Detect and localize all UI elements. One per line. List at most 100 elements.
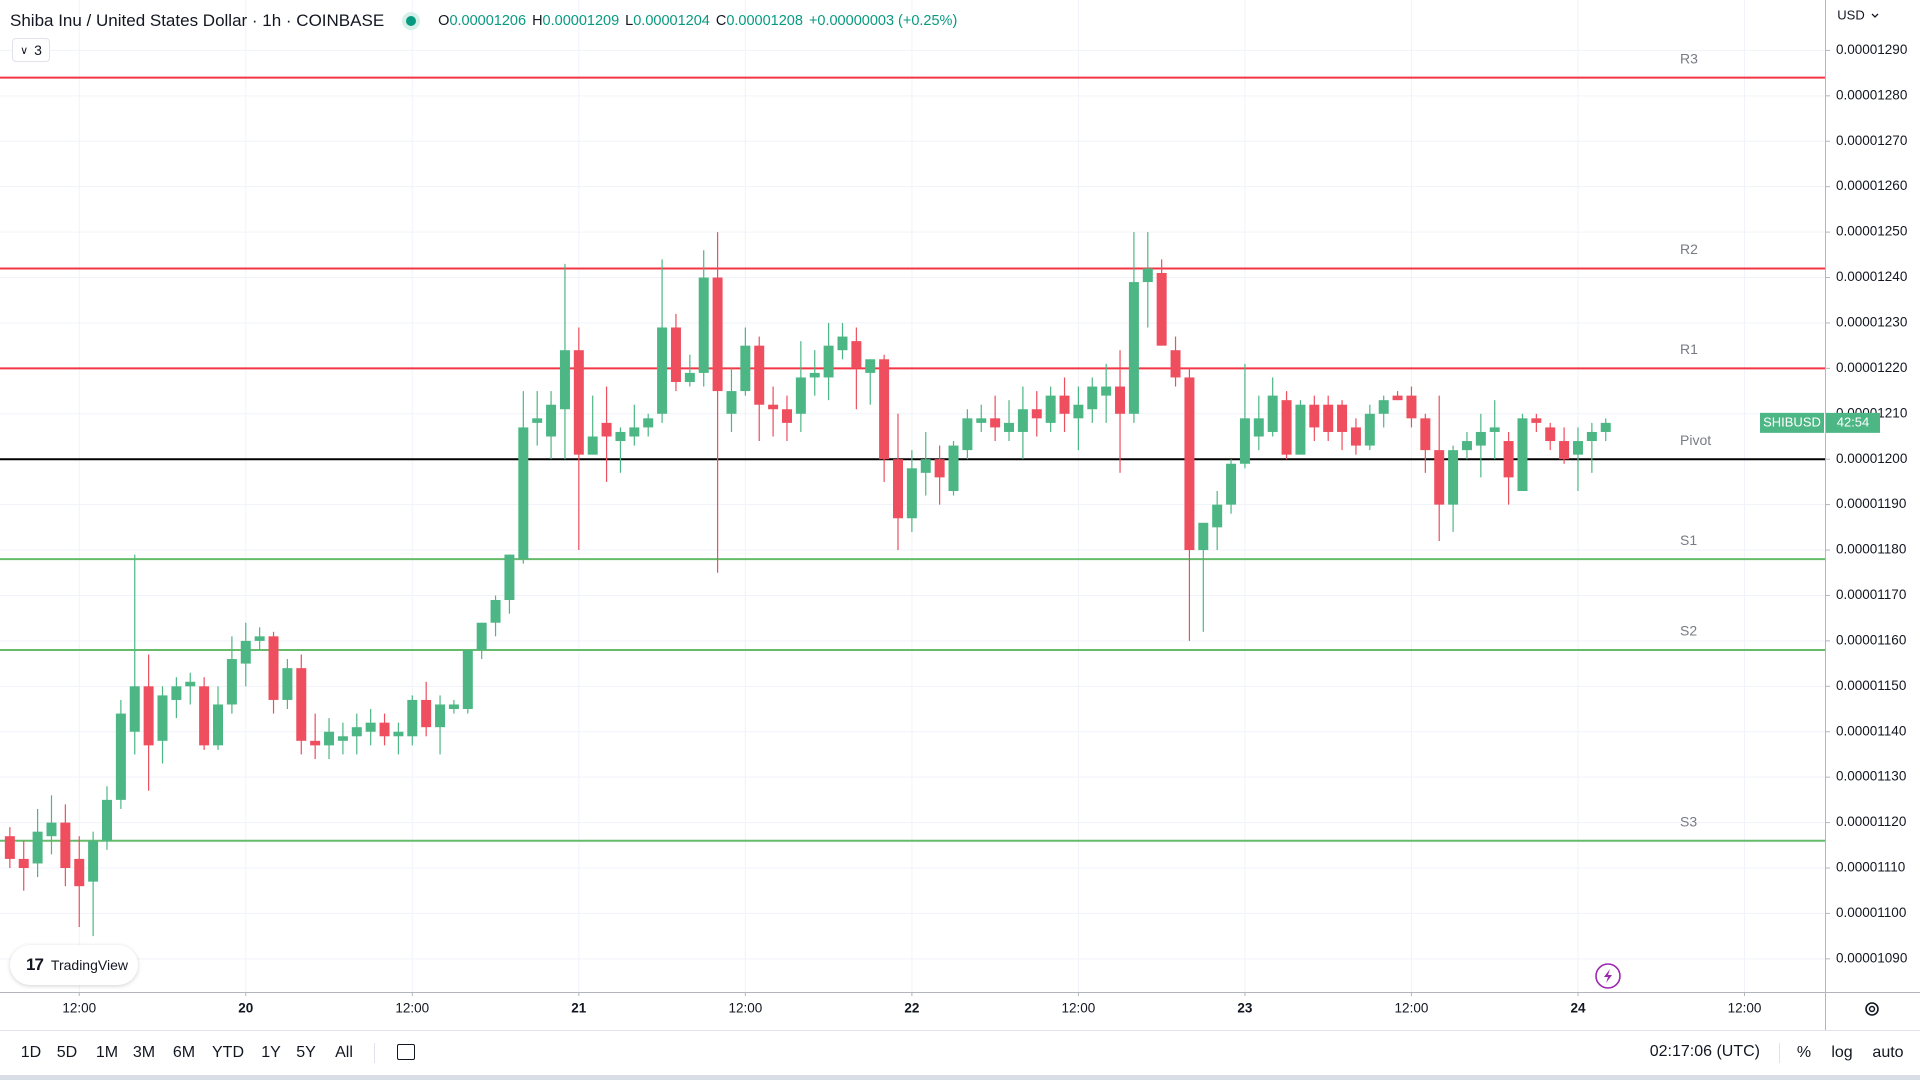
candle-body <box>573 350 584 455</box>
x-tick-label: 23 <box>1237 1001 1253 1016</box>
candle-body <box>851 341 862 369</box>
candle-body <box>462 649 473 710</box>
candle-body <box>115 713 126 800</box>
compare-icon[interactable] <box>397 1044 415 1060</box>
candle-body <box>990 418 1001 428</box>
range-button[interactable]: 3M <box>133 1041 155 1065</box>
candle-body <box>296 668 307 741</box>
candle-body <box>948 445 959 492</box>
x-tick-label: 20 <box>238 1001 253 1016</box>
y-tick-label: 0.00001190 <box>1836 496 1906 511</box>
candle-body <box>1017 409 1028 432</box>
candle-body <box>185 681 196 687</box>
settings-icon[interactable] <box>1865 1002 1879 1016</box>
candle-body <box>532 418 543 423</box>
candle-body <box>976 418 987 423</box>
candle-body <box>1212 504 1223 528</box>
y-tick-label: 0.00001180 <box>1836 542 1906 557</box>
x-tick-label: 12:00 <box>728 1001 762 1016</box>
candle-body <box>476 622 487 650</box>
candle-body <box>268 636 279 700</box>
candle-body <box>698 277 709 373</box>
y-tick-label: 0.00001110 <box>1836 860 1905 875</box>
candle-body <box>1475 431 1486 446</box>
footer-strip <box>0 1075 1920 1080</box>
legend-header: Shiba Inu / United States Dollar · 1h · … <box>10 9 957 33</box>
candle-body <box>351 727 362 737</box>
countdown-bg <box>1826 412 1880 433</box>
y-tick-label: 0.00001260 <box>1836 178 1907 193</box>
scale-option[interactable]: % <box>1797 1041 1811 1065</box>
x-tick-label: 24 <box>1570 1001 1586 1016</box>
pivot-label: S1 <box>1680 532 1697 548</box>
candle-body <box>1378 400 1389 414</box>
candle-body <box>879 359 890 460</box>
ohlc-value: 0.00001204 <box>633 13 710 29</box>
symbol-title[interactable]: Shiba Inu / United States Dollar · 1h · … <box>10 11 385 30</box>
currency[interactable]: USD <box>1837 7 1864 22</box>
candle-body <box>1059 395 1070 414</box>
candle-body <box>1337 404 1348 432</box>
ohlc-value: 0.00001208 <box>726 13 803 29</box>
ohlc-key: O <box>438 13 450 29</box>
candle-body <box>559 350 570 410</box>
candle-body <box>504 554 515 601</box>
lightning-icon[interactable] <box>1595 963 1621 989</box>
indicator-count: 3 <box>34 42 42 58</box>
range-button[interactable]: All <box>335 1041 353 1065</box>
caret: ∨ <box>20 44 29 57</box>
candle-body <box>1309 404 1320 428</box>
candle-body <box>754 345 765 405</box>
symbol-tag: SHIBUSD <box>1763 414 1821 429</box>
range-button[interactable]: 1D <box>21 1041 41 1065</box>
range-button[interactable]: 5D <box>57 1041 77 1065</box>
candle-body <box>726 391 737 414</box>
candle-body <box>1170 350 1181 378</box>
candle-body <box>74 858 85 887</box>
currency-caret <box>1871 13 1879 18</box>
candle-body <box>1239 418 1250 464</box>
pivot-label: R3 <box>1680 50 1698 66</box>
candle-body <box>906 468 917 519</box>
tradingview-badge[interactable]: 17 TradingView <box>10 945 138 985</box>
candle-body <box>1448 450 1459 505</box>
y-tick-label: 0.00001140 <box>1836 723 1906 738</box>
candle-body <box>157 695 168 741</box>
candle-body <box>1031 409 1042 419</box>
range-button[interactable]: 1Y <box>261 1041 281 1065</box>
range-button[interactable]: 5Y <box>296 1041 316 1065</box>
candle-body <box>365 722 376 732</box>
x-tick-label: 22 <box>904 1001 919 1016</box>
candle-body <box>1420 418 1431 451</box>
candle-body <box>129 686 140 732</box>
y-tick-label: 0.00001130 <box>1836 769 1906 784</box>
candle-body <box>1156 272 1167 346</box>
candle-body <box>823 345 834 378</box>
indicators-toggle[interactable]: ∨ 3 <box>12 38 50 62</box>
candle-body <box>615 431 626 442</box>
range-button[interactable]: YTD <box>212 1041 244 1065</box>
candle-body <box>448 704 459 710</box>
range-button[interactable]: 1M <box>96 1041 118 1065</box>
ohlc-item: H0.00001209 <box>532 13 619 29</box>
candle-body <box>1489 427 1500 432</box>
candle-body <box>1267 395 1278 432</box>
candle-body <box>171 686 182 700</box>
bottom-toolbar: 1D 5D 1M 3M 6M YTD 1Y 5Y All 02:17:06 (UTC)% log au… <box>0 1030 1920 1075</box>
candle-body <box>865 359 876 373</box>
candle-body <box>962 418 973 451</box>
candle-body <box>1517 418 1528 492</box>
separator <box>374 1043 375 1063</box>
range-button[interactable]: 6M <box>173 1041 195 1065</box>
ohlc-value: 0.00001206 <box>449 13 527 29</box>
scale-option[interactable]: auto <box>1872 1041 1903 1065</box>
candle-body <box>60 822 71 868</box>
lightning-bolt <box>1604 969 1612 983</box>
ohlc-key: C <box>715 13 727 29</box>
countdown: 42:54 <box>1837 414 1870 429</box>
candle-body <box>601 422 612 437</box>
candle-body <box>837 336 848 351</box>
scale-option[interactable]: log <box>1831 1041 1852 1065</box>
clock: 02:17:06 (UTC) <box>1649 1043 1760 1060</box>
y-tick-label: 0.00001170 <box>1836 587 1906 602</box>
